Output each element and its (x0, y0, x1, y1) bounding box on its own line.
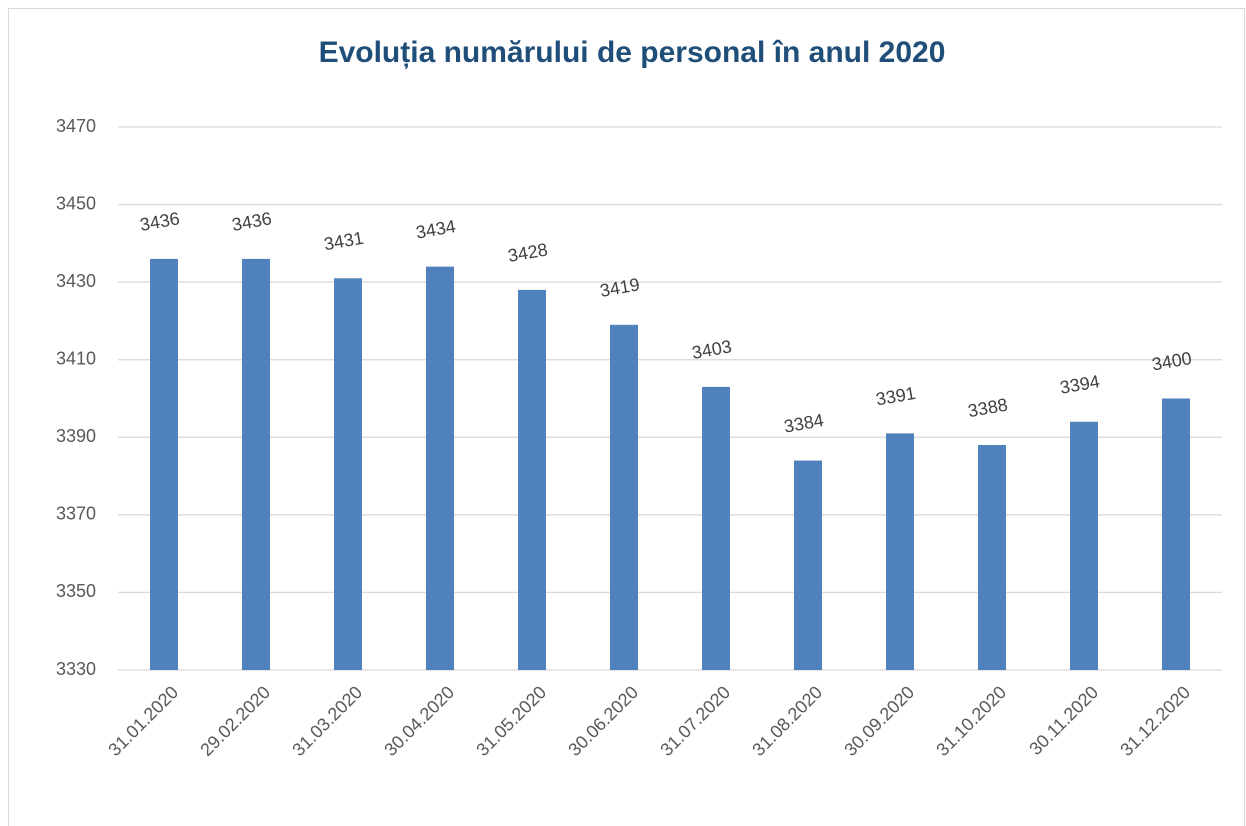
bar (978, 445, 1006, 670)
y-tick-label: 3470 (56, 116, 96, 136)
bar (702, 386, 730, 670)
bar (610, 324, 638, 670)
y-tick-label: 3370 (56, 504, 96, 524)
y-tick-label: 3390 (56, 426, 96, 446)
bar (334, 278, 362, 670)
bar (794, 460, 822, 670)
y-tick-label: 3330 (56, 659, 96, 679)
bar (1070, 421, 1098, 670)
y-tick-label: 3450 (56, 193, 96, 213)
bar (886, 433, 914, 670)
bar (1162, 398, 1190, 670)
y-tick-label: 3350 (56, 581, 96, 601)
bar (150, 258, 178, 670)
chart-title: Evoluția numărului de personal în anul 2… (319, 36, 946, 69)
y-tick-label: 3410 (56, 348, 96, 368)
bar (242, 258, 270, 670)
bar (518, 289, 546, 670)
y-tick-label: 3430 (56, 271, 96, 291)
bar (426, 266, 454, 670)
